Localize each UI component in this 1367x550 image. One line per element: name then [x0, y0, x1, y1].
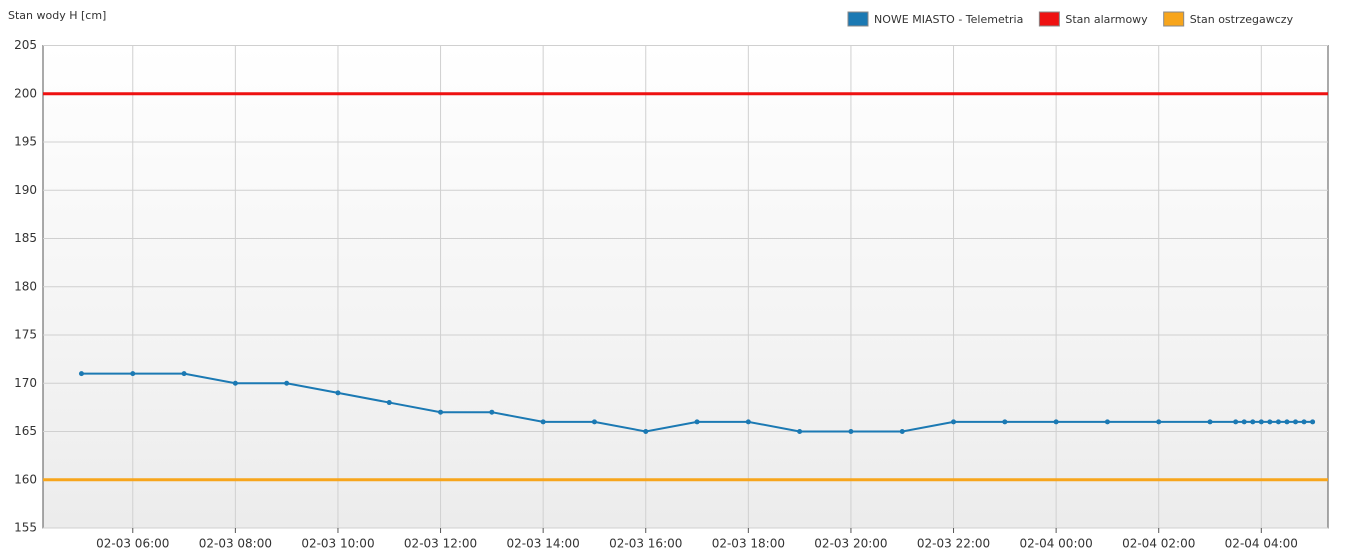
data-point	[1250, 419, 1256, 425]
data-point	[1104, 419, 1110, 425]
y-tick-label: 195	[14, 135, 37, 149]
legend-swatch	[847, 11, 869, 27]
y-tick-label: 180	[14, 279, 37, 293]
y-tick-label: 165	[14, 424, 37, 438]
data-point	[1301, 419, 1307, 425]
data-point	[1156, 419, 1162, 425]
data-point	[335, 390, 341, 396]
x-tick-label: 02-03 14:00	[507, 537, 580, 550]
data-point	[951, 419, 957, 425]
data-point	[284, 380, 290, 386]
y-tick-label: 185	[14, 231, 37, 245]
legend-swatch	[1163, 11, 1185, 27]
data-point	[78, 371, 84, 377]
data-point	[899, 429, 905, 434]
data-point	[1207, 419, 1213, 425]
x-tick-label: 02-03 12:00	[404, 537, 477, 550]
legend-swatch	[1038, 11, 1060, 27]
y-tick-label: 155	[14, 521, 37, 535]
data-point	[745, 419, 751, 425]
data-point	[1241, 419, 1247, 425]
data-point	[643, 429, 649, 434]
data-point	[130, 371, 136, 377]
data-point	[1053, 419, 1059, 425]
data-point	[489, 409, 495, 415]
data-point	[1233, 419, 1239, 425]
x-tick-label: 02-03 06:00	[96, 537, 169, 550]
data-point	[438, 409, 444, 415]
data-point	[386, 400, 392, 406]
data-point	[1284, 419, 1290, 425]
x-tick-label: 02-04 02:00	[1122, 537, 1195, 550]
x-tick-label: 02-04 04:00	[1225, 537, 1298, 550]
y-tick-label: 170	[14, 376, 37, 390]
y-tick-label: 205	[14, 38, 37, 52]
legend-label: Stan alarmowy	[1065, 13, 1148, 26]
legend-label: Stan ostrzegawczy	[1190, 13, 1294, 26]
x-tick-label: 02-03 22:00	[917, 537, 990, 550]
data-point	[591, 419, 597, 425]
legend: NOWE MIASTO - Telemetria Stan alarmowy Sta…	[847, 11, 1294, 27]
data-point	[1275, 419, 1281, 425]
y-tick-label: 200	[14, 86, 37, 100]
data-point	[797, 429, 803, 434]
x-tick-label: 02-03 18:00	[712, 537, 785, 550]
y-tick-label: 175	[14, 328, 37, 342]
data-point	[1258, 419, 1264, 425]
x-tick-label: 02-03 10:00	[301, 537, 374, 550]
data-point	[1310, 419, 1316, 425]
data-point	[694, 419, 700, 425]
data-point	[540, 419, 546, 425]
data-point	[181, 371, 187, 377]
x-tick-label: 02-03 16:00	[609, 537, 682, 550]
data-point	[1293, 419, 1299, 425]
data-point	[232, 380, 238, 386]
y-tick-label: 160	[14, 472, 37, 486]
x-tick-label: 02-03 08:00	[199, 537, 272, 550]
y-tick-label: 190	[14, 183, 37, 197]
data-point	[1267, 419, 1273, 425]
x-tick-label: 02-03 20:00	[814, 537, 887, 550]
x-tick-label: 02-04 00:00	[1019, 537, 1092, 550]
legend-label: NOWE MIASTO - Telemetria	[874, 13, 1023, 26]
y-axis-label: Stan wody H [cm]	[8, 9, 106, 22]
data-point	[848, 429, 854, 434]
data-point	[1002, 419, 1008, 425]
